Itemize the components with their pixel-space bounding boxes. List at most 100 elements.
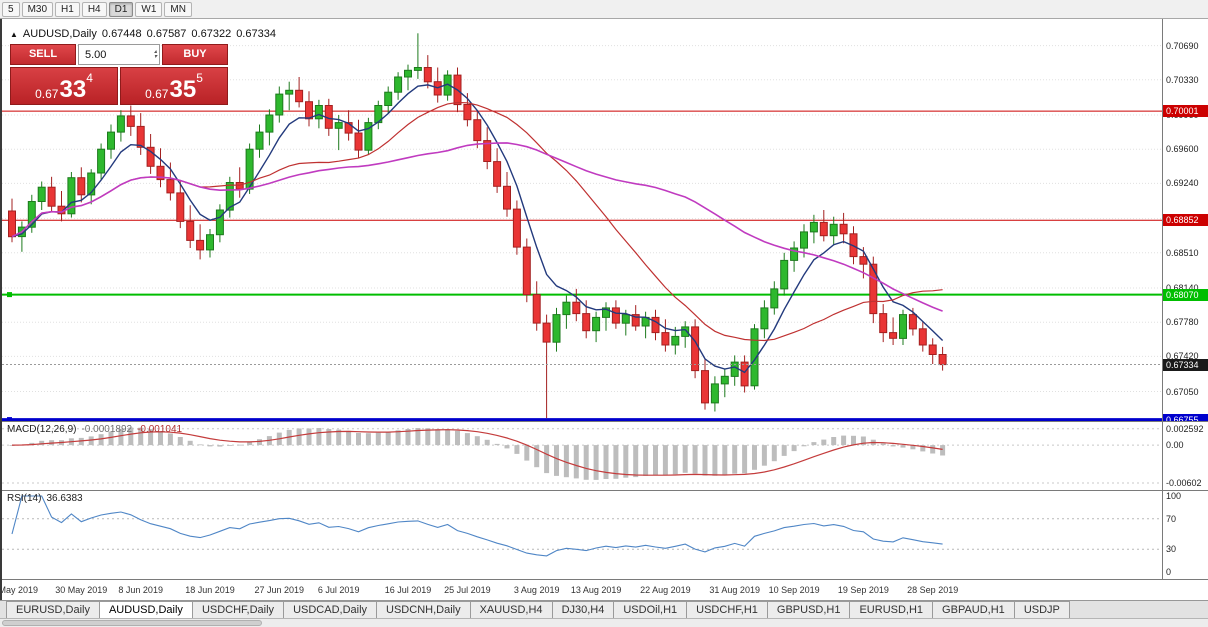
macd-value-main: -0.0001892 [81, 424, 133, 435]
timeframe-button-5[interactable]: 5 [2, 1, 20, 17]
price-axis-label: 0.68140 [1166, 283, 1199, 293]
chart-tab-eurusd-daily[interactable]: EURUSD,Daily [6, 601, 99, 618]
timeframe-button-d1[interactable]: D1 [108, 1, 134, 17]
main-chart-canvas[interactable] [2, 19, 1162, 421]
macd-axis: 0.002592 0.00 -0.00602 [1162, 422, 1208, 490]
spinner-up-icon[interactable]: ▴ [153, 48, 157, 55]
date-axis-label: 28 Sep 2019 [907, 585, 959, 595]
chart-tab-usdcad-daily[interactable]: USDCAD,Daily [283, 601, 377, 618]
main-chart-panel: 0.706900.703300.699600.696000.692400.688… [2, 19, 1208, 421]
one-click-trading-panel: SELL 5.00 ▴ ▾ BUY 0.67 33 4 0.67 35 5 [10, 44, 228, 105]
price-axis-label: 0.68510 [1166, 247, 1199, 258]
hline-price-tag[interactable]: 0.68852 [1163, 214, 1208, 227]
rsi-label: RSI(14) 36.6383 [7, 493, 83, 504]
rsi-axis-label: 100 [1166, 491, 1182, 501]
current-price-tag: 0.67334 [1163, 358, 1208, 371]
horizontal-lines [2, 110, 1162, 421]
timeframe-button-w1[interactable]: W1 [135, 1, 163, 17]
timeframe-toolbar: 5 M30 H1 H4 D1 W1 MN [0, 0, 1208, 19]
macd-levels [2, 428, 1162, 484]
macd-panel: 0.002592 0.00 -0.00602 MACD(12,26,9) -0.00… [2, 421, 1208, 490]
macd-axis-label: 0.002592 [1166, 423, 1204, 434]
price-axis-label: 0.67050 [1166, 386, 1199, 397]
date-axis-label: 25 Jul 2019 [444, 585, 491, 595]
sell-price-big: 33 [59, 76, 87, 103]
lot-size-field[interactable]: 5.00 ▴ ▾ [78, 44, 160, 65]
timeframe-button-m30[interactable]: M30 [21, 1, 54, 17]
rsi-axis-label: 70 [1166, 513, 1177, 524]
price-axis-label: 0.69600 [1166, 144, 1199, 155]
timeframe-button-mn[interactable]: MN [164, 1, 192, 17]
buy-button[interactable]: BUY [162, 44, 228, 65]
date-axis-label: 21 May 2019 [2, 585, 39, 595]
price-axis-label: 0.69240 [1166, 178, 1199, 189]
price-axis: 0.706900.703300.699600.696000.692400.688… [1162, 19, 1208, 421]
chart-tab-usdchf-h1[interactable]: USDCHF,H1 [686, 601, 767, 618]
price-axis-label: 0.70690 [1166, 40, 1199, 51]
ohlc-close: 0.67334 [236, 28, 276, 40]
macd-axis-label: 0.00 [1166, 440, 1184, 451]
macd-histogram [9, 427, 946, 480]
hline-price-tag[interactable]: 0.66755 [1163, 413, 1208, 421]
date-axis-label: 8 Jun 2019 [118, 585, 163, 595]
chart-header: ▲ AUDUSD,Daily 0.67448 0.67587 0.67322 0… [10, 28, 276, 40]
date-axis-label: 3 Aug 2019 [513, 585, 560, 595]
ohlc-open: 0.67448 [101, 28, 142, 40]
chart-tab-gbpaud-h1[interactable]: GBPAUD,H1 [932, 601, 1014, 618]
timeframe-button-h4[interactable]: H4 [81, 1, 107, 17]
rsi-canvas[interactable] [2, 491, 1162, 579]
sell-price-button[interactable]: 0.67 33 4 [10, 67, 118, 105]
rsi-name: RSI(14) [7, 493, 42, 504]
buy-price-button[interactable]: 0.67 35 5 [120, 67, 228, 105]
rsi-axis-label: 30 [1166, 544, 1177, 555]
ohlc-high: 0.67587 [146, 28, 187, 40]
hline-price-tag[interactable]: 0.70001 [1163, 105, 1208, 118]
chart-region: 0.706900.703300.699600.696000.692400.688… [0, 19, 1208, 600]
chart-tab-audusd-daily[interactable]: AUDUSD,Daily [98, 601, 193, 618]
sell-price-sup: 4 [86, 71, 93, 85]
chart-tab-usdcnh-daily[interactable]: USDCNH,Daily [376, 601, 470, 618]
date-axis-label: 16 Jul 2019 [384, 585, 432, 595]
macd-axis-label: -0.00602 [1166, 477, 1202, 488]
date-axis-label: 10 Sep 2019 [768, 585, 820, 595]
macd-value-signal: -0.001041 [137, 424, 183, 435]
rsi-axis: 100 70 30 0 [1162, 491, 1208, 579]
buy-price-prefix: 0.67 [145, 87, 169, 101]
chart-tab-eurusd-h1[interactable]: EURUSD,H1 [849, 601, 933, 618]
symbol-period-label: AUDUSD,Daily [22, 28, 97, 40]
collapse-trade-panel-icon[interactable]: ▲ [10, 29, 18, 39]
lot-spinner[interactable]: ▴ ▾ [153, 48, 157, 60]
chart-tab-usdjp[interactable]: USDJP [1013, 601, 1070, 618]
ohlc-low: 0.67322 [191, 28, 232, 40]
chart-tab-dj30-h4[interactable]: DJ30,H4 [551, 601, 614, 618]
date-axis-label: 13 Aug 2019 [570, 585, 622, 595]
macd-canvas[interactable] [2, 422, 1162, 490]
date-axis-label: 27 Jun 2019 [254, 585, 305, 595]
hline-price-tag[interactable]: 0.68070 [1163, 288, 1208, 301]
date-axis-label: 22 Aug 2019 [640, 585, 691, 595]
horizontal-scrollbar[interactable] [0, 618, 1208, 627]
sell-price-prefix: 0.67 [35, 87, 59, 101]
spinner-down-icon[interactable]: ▾ [153, 53, 157, 60]
chart-tabs: EURUSD,Daily AUDUSD,Daily USDCHF,Daily USDC… [0, 600, 1208, 618]
buy-price-big: 35 [169, 76, 197, 103]
rsi-line [11, 495, 943, 557]
chart-tab-gbpusd-h1[interactable]: GBPUSD,H1 [766, 601, 850, 618]
line-handle [7, 417, 12, 421]
rsi-panel: 100 70 30 0 RSI(14) 36.6383 [2, 490, 1208, 579]
scrollbar-thumb[interactable] [2, 620, 262, 626]
timeframe-button-h1[interactable]: H1 [55, 1, 80, 17]
sell-button[interactable]: SELL [10, 44, 76, 65]
date-axis-label: 30 May 2019 [55, 585, 108, 595]
price-axis-label: 0.67420 [1166, 351, 1199, 362]
line-handle [7, 292, 12, 298]
chart-tab-xauusd-h4[interactable]: XAUUSD,H4 [469, 601, 552, 618]
lot-size-value: 5.00 [85, 48, 107, 61]
macd-signal-line [11, 429, 943, 476]
rsi-axis-label: 0 [1166, 567, 1172, 577]
chart-tab-usdoil-h1[interactable]: USDOil,H1 [613, 601, 687, 618]
rsi-value: 36.6383 [46, 493, 83, 504]
buy-price-sup: 5 [196, 71, 203, 85]
chart-tab-usdchf-daily[interactable]: USDCHF,Daily [192, 601, 284, 618]
date-axis: 21 May 2019 30 May 2019 8 Jun 2019 18 Jun 2… [2, 579, 1208, 600]
